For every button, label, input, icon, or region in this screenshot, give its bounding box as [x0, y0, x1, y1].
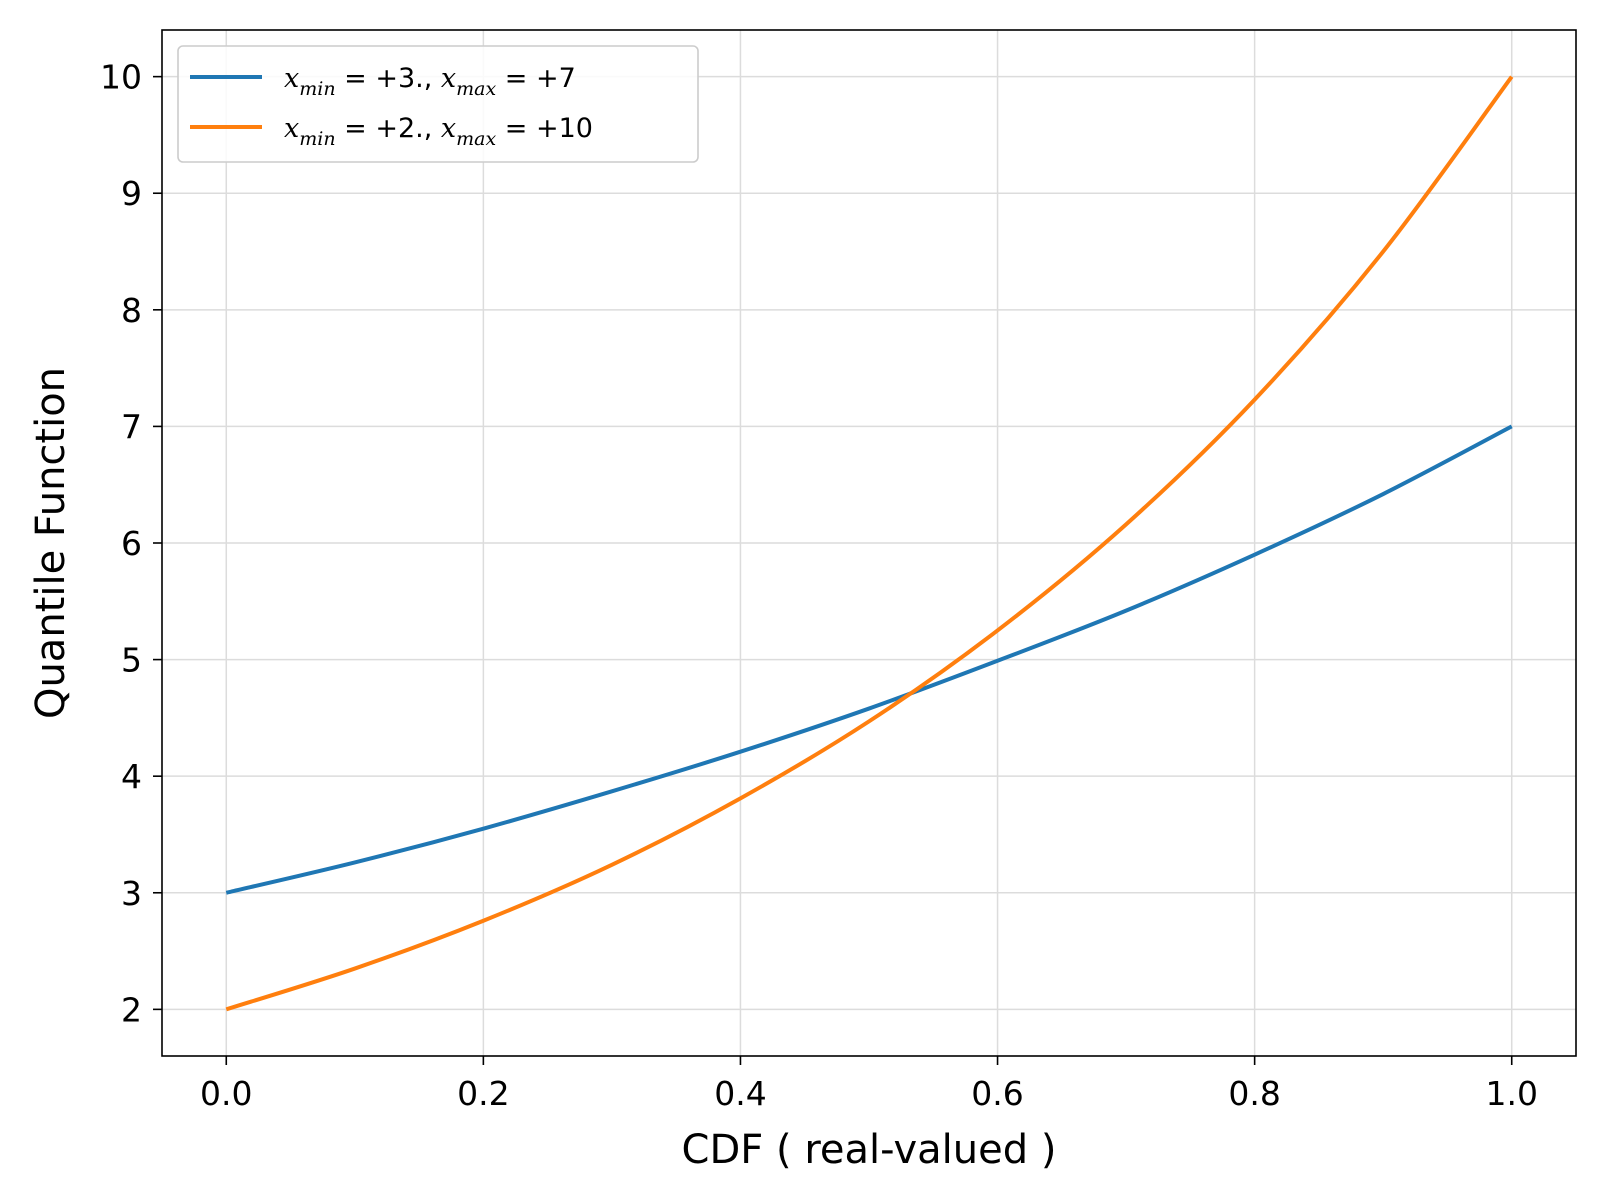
y-tick-label: 4	[121, 757, 142, 796]
y-tick-label: 5	[121, 641, 142, 680]
legend-label-part: x	[441, 113, 456, 144]
y-tick-label: 6	[121, 524, 142, 563]
legend-label-1: xmin = +3., xmax = +7	[284, 63, 576, 100]
legend-label-part: x	[284, 113, 299, 144]
x-axis-label: CDF ( real-valued )	[682, 1127, 1057, 1173]
x-tick-label: 0.6	[971, 1074, 1023, 1113]
ticks: 0.0 0.2 0.4 0.6 0.8 1.0 2 3 4 5 6 7 8 9 10	[100, 58, 1538, 1113]
y-tick-label: 7	[121, 407, 142, 446]
series-line-1	[225, 424, 1513, 895]
legend-label-part: min	[299, 78, 335, 100]
legend-box	[177, 45, 699, 163]
series-line-2	[225, 75, 1514, 1012]
grid	[162, 30, 1576, 1056]
legend-label-part: max	[456, 78, 496, 100]
y-tick-label: 2	[121, 990, 142, 1029]
series-layer	[225, 75, 1514, 1012]
x-tick-label: 0.4	[714, 1074, 766, 1113]
legend-label-2: xmin = +2., xmax = +10	[284, 113, 593, 150]
legend-label-part: x	[441, 63, 456, 94]
legend-label-part: max	[456, 128, 496, 150]
x-tick-label: 0.0	[200, 1074, 252, 1113]
legend-label-part: min	[299, 128, 335, 150]
legend-label-part: x	[284, 63, 299, 94]
y-tick-label: 9	[121, 174, 142, 213]
y-tick-label: 8	[121, 291, 142, 330]
legend-label-part: = +3.,	[336, 63, 441, 94]
x-tick-label: 0.2	[457, 1074, 509, 1113]
legend-label-part: = +2.,	[336, 113, 441, 144]
legend-label-part: = +10	[496, 113, 593, 144]
legend-label-part: = +7	[496, 63, 576, 94]
y-axis-label: Quantile Function	[28, 367, 74, 719]
x-tick-label: 1.0	[1485, 1074, 1537, 1113]
y-tick-label: 3	[121, 874, 142, 913]
y-tick-label: 10	[100, 58, 142, 97]
x-tick-label: 0.8	[1228, 1074, 1280, 1113]
